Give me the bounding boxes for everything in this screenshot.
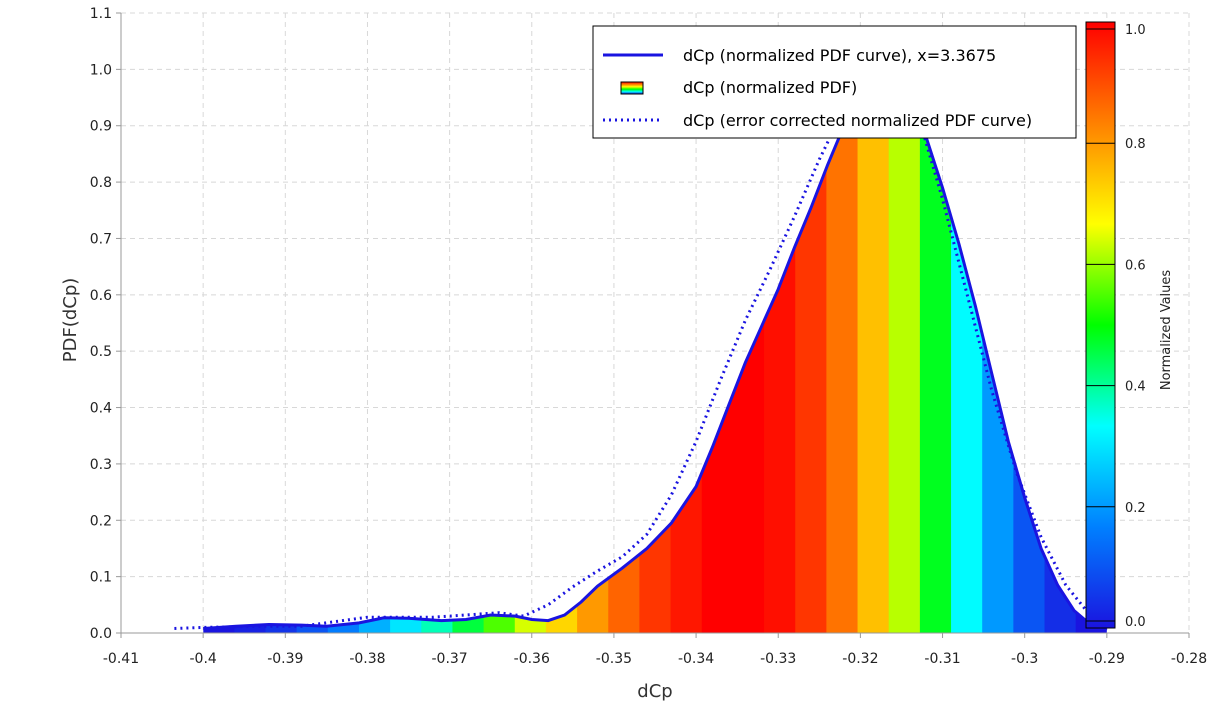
x-tick-label: -0.28 [1171, 651, 1207, 667]
fill-band [296, 83, 329, 633]
x-tick-label: -0.39 [267, 651, 303, 667]
colorbar: 0.0 0.2 0.4 0.6 0.8 1.0 Normalized Values [1085, 21, 1174, 630]
fill-band [390, 83, 422, 633]
y-tick-label: 0.7 [90, 231, 112, 247]
x-tick-label: -0.37 [431, 651, 467, 667]
y-tick-label: 0.1 [90, 570, 112, 586]
y-tick-label: 0.6 [90, 288, 112, 304]
legend: dCp (normalized PDF curve), x=3.3675 dCp… [592, 25, 1077, 139]
legend-label-solid: dCp (normalized PDF curve), x=3.3675 [683, 46, 996, 65]
legend-gradient-swatch [620, 81, 644, 95]
fill-band [421, 83, 454, 633]
x-tick-label: -0.34 [678, 651, 714, 667]
x-tick-label: -0.3 [1011, 651, 1038, 667]
fill-band [327, 83, 360, 633]
axes [120, 13, 1189, 634]
y-axis-ticks: 0.0 0.1 0.2 0.3 0.4 0.5 0.6 0.7 0.8 0.9 1.0 1.1 [90, 6, 121, 642]
fill-band [545, 83, 578, 633]
y-tick-label: 0.0 [90, 626, 112, 642]
colorbar-label: Normalized Values [1159, 270, 1174, 391]
fill-band [265, 83, 298, 633]
colorbar-tick-label: 0.4 [1125, 380, 1146, 395]
fill-band [203, 83, 235, 633]
x-tick-label: -0.36 [514, 651, 550, 667]
colorbar-tick-label: 1.0 [1125, 23, 1146, 38]
x-axis-ticks: -0.41 -0.4 -0.39 -0.38 -0.37 -0.36 -0.35 -0.34 -… [103, 633, 1207, 667]
normalized-pdf-curve [203, 82, 1108, 632]
fill-band [857, 83, 890, 633]
y-axis-label: PDF(dCp) [60, 278, 81, 363]
x-tick-label: -0.29 [1089, 651, 1125, 667]
fill-band [888, 83, 921, 633]
y-tick-label: 0.2 [90, 513, 112, 529]
x-tick-label: -0.32 [842, 651, 878, 667]
fill-band [452, 83, 485, 633]
colorbar-tick-label: 0.0 [1125, 615, 1146, 630]
fill-band [358, 83, 391, 633]
y-tick-label: 1.0 [90, 62, 112, 78]
x-tick-label: -0.35 [596, 651, 632, 667]
y-tick-label: 0.8 [90, 175, 112, 191]
fill-band [483, 83, 516, 633]
colorbar-tick-label: 0.2 [1125, 501, 1146, 516]
legend-box [592, 25, 1077, 139]
colorbar-ticks: 0.0 0.2 0.4 0.6 0.8 1.0 [1086, 23, 1146, 630]
colorbar-bar [1085, 21, 1116, 629]
legend-label-gradient: dCp (normalized PDF) [683, 78, 857, 97]
legend-label-dotted: dCp (error corrected normalized PDF curv… [683, 111, 1032, 130]
fill-band [234, 83, 267, 633]
fill-band [514, 83, 547, 633]
x-tick-label: -0.38 [349, 651, 385, 667]
y-tick-label: 0.3 [90, 457, 112, 473]
y-tick-label: 0.9 [90, 119, 112, 135]
colorbar-tick-label: 0.6 [1125, 258, 1146, 273]
x-tick-label: -0.41 [103, 651, 139, 667]
x-axis-label: dCp [637, 681, 672, 702]
y-tick-label: 0.5 [90, 344, 112, 360]
x-tick-label: -0.31 [924, 651, 960, 667]
x-tick-label: -0.33 [760, 651, 796, 667]
y-tick-label: 0.4 [90, 401, 112, 417]
fill-band [826, 83, 859, 633]
x-tick-label: -0.4 [189, 651, 216, 667]
colorbar-tick-label: 0.8 [1125, 137, 1146, 152]
y-tick-label: 1.1 [90, 6, 112, 22]
